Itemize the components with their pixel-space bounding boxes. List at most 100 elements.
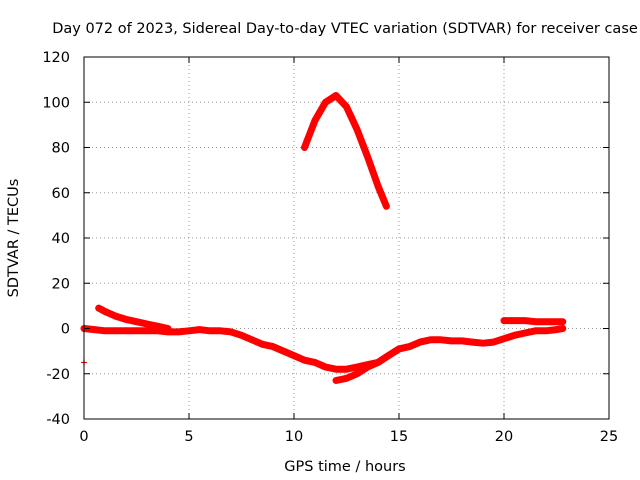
series-line [301,92,390,210]
y-tick-label: 100 [42,95,70,111]
data-point [207,327,213,334]
y-tick-label: -20 [46,367,70,383]
data-point [511,317,518,324]
data-point [354,126,360,133]
y-tick-label: -40 [46,412,70,428]
x-axis-label: GPS time / hours [284,459,405,475]
data-point [144,320,150,327]
series-line [80,325,567,373]
data-point [133,327,140,334]
series [80,325,567,373]
data-point [532,327,539,334]
x-tick-label: 15 [390,429,408,445]
data-point [364,363,371,370]
data-point [406,343,413,350]
data-point [364,153,371,160]
series [301,92,390,210]
data-point [490,339,497,346]
data-point [385,352,392,359]
x-tick-label: 0 [79,429,88,445]
x-tick-label: 10 [285,429,303,445]
plot-area [80,92,567,384]
data-point [343,366,350,373]
data-point [322,99,329,106]
data-point [511,332,518,339]
data-point [501,317,507,324]
data-point [95,305,102,312]
data-point [186,327,192,334]
data-point [123,327,129,334]
data-point [312,117,318,124]
y-tick-label: 0 [61,322,70,338]
data-point [291,352,297,359]
data-point [238,332,245,339]
y-axis-label: SDTVAR / TECUs [6,179,22,298]
axis-ticks: 0 5 10 15 20 25 -40 -20 0 20 40 60 80 100 120 [42,50,618,445]
data-point [469,339,476,346]
data-point [217,327,224,334]
data-point [383,203,390,210]
data-point [249,336,255,343]
data-point [322,363,329,370]
data-point [448,337,455,344]
data-point [501,335,507,342]
chart-title: Day 072 of 2023, Sidereal Day-to-day VTE… [52,21,638,37]
data-point [91,326,98,333]
y-tick-label: 20 [52,276,70,292]
data-point [196,326,203,333]
data-point [102,327,108,334]
data-point [438,336,444,343]
series [332,345,403,384]
data-point [343,103,350,110]
data-point [553,318,560,325]
data-point [553,326,560,333]
data-point [333,377,339,384]
data-point [333,366,339,373]
data-point [165,325,171,332]
data-point [112,313,119,320]
x-tick-label: 5 [184,429,193,445]
series [95,304,172,332]
x-tick-label: 20 [495,429,513,445]
y-tick-label: 120 [42,50,70,66]
data-point [228,328,234,335]
data-point [522,317,528,324]
data-point [343,375,350,382]
data-point [123,316,129,323]
data-point [102,308,108,315]
y-tick-label: 60 [52,186,70,202]
data-point [480,340,486,347]
data-point [375,359,381,366]
data-point [259,341,266,348]
x-tick-label: 25 [600,429,618,445]
y-tick-label: 80 [52,141,70,157]
data-point [154,323,161,330]
data-point [133,318,140,325]
data-point [543,318,549,325]
data-point [559,325,566,332]
data-point [427,336,434,343]
data-point [333,92,339,99]
series [500,317,567,326]
data-point [301,357,308,364]
data-point [354,370,360,377]
grid [84,57,609,419]
data-point [532,318,539,325]
data-point [417,339,423,346]
data-point [270,343,276,350]
data-point [312,359,318,366]
data-point [144,327,150,334]
y-tick-label: 40 [52,231,70,247]
data-point [175,328,182,335]
data-point [112,327,119,334]
data-point [301,144,308,151]
data-point [375,182,381,189]
data-point [280,348,287,355]
data-point [522,330,528,337]
data-point [543,327,549,334]
data-point [459,337,465,344]
data-point [396,345,402,352]
data-point [559,318,566,325]
data-point [354,363,360,370]
